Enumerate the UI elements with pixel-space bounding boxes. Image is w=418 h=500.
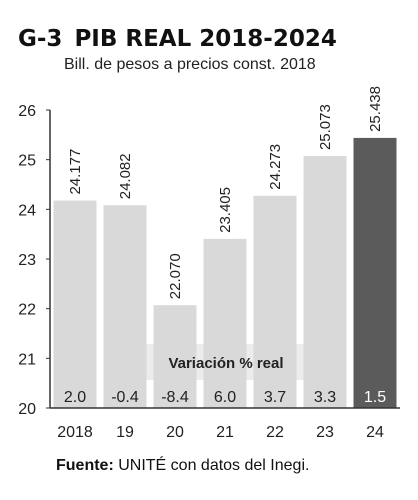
chart-subtitle: Bill. de pesos a precios const. 2018 [64, 56, 316, 73]
bar-value-label: 24.082 [117, 153, 134, 199]
source-text: UNITÉ con datos del Inegi. [113, 457, 310, 474]
bar [203, 238, 247, 408]
variation-label: 6.0 [214, 389, 236, 406]
source-label: Fuente: [56, 457, 114, 474]
bar [253, 195, 297, 408]
variation-label: 2.0 [64, 389, 86, 406]
bar [153, 305, 197, 408]
variation-band-title: Variación % real [168, 355, 283, 372]
figure-number: G-3 [18, 26, 63, 52]
bar-value-label: 25.438 [367, 86, 384, 132]
y-tick-label: 20 [18, 401, 36, 418]
chart-title: G-3 PIB REAL 2018-2024 [18, 26, 337, 52]
variation-label: -0.4 [111, 389, 139, 406]
variation-label: -8.4 [161, 389, 189, 406]
bar [353, 137, 397, 409]
variation-label: 1.5 [364, 389, 386, 406]
x-tick-label: 21 [216, 424, 234, 441]
x-tick-label: 20 [166, 424, 184, 441]
x-tick-label: 22 [266, 424, 284, 441]
bar-value-label: 24.177 [67, 149, 84, 195]
x-tick-label: 19 [116, 424, 134, 441]
bar-value-label: 22.070 [167, 253, 184, 299]
x-tick-label: 24 [366, 424, 384, 441]
y-tick-label: 23 [18, 252, 36, 269]
bar [303, 156, 347, 408]
bar-value-label: 23.405 [217, 187, 234, 233]
x-tick-label: 2018 [57, 424, 93, 441]
variation-label: 3.3 [314, 389, 336, 406]
bar-value-label: 24.273 [267, 144, 284, 190]
bar [53, 200, 97, 408]
chart-title-text: PIB REAL 2018-2024 [74, 26, 337, 52]
y-tick-label: 22 [18, 302, 36, 319]
variation-label: 3.7 [264, 389, 286, 406]
bar-value-label: 25.073 [317, 104, 334, 150]
y-tick-label: 26 [18, 103, 36, 120]
y-tick-label: 21 [18, 351, 36, 368]
y-tick-label: 24 [18, 202, 36, 219]
x-tick-label: 23 [316, 424, 334, 441]
source-note: Fuente: UNITÉ con datos del Inegi. [56, 457, 309, 475]
y-tick-label: 25 [18, 153, 36, 170]
bar [103, 205, 147, 408]
